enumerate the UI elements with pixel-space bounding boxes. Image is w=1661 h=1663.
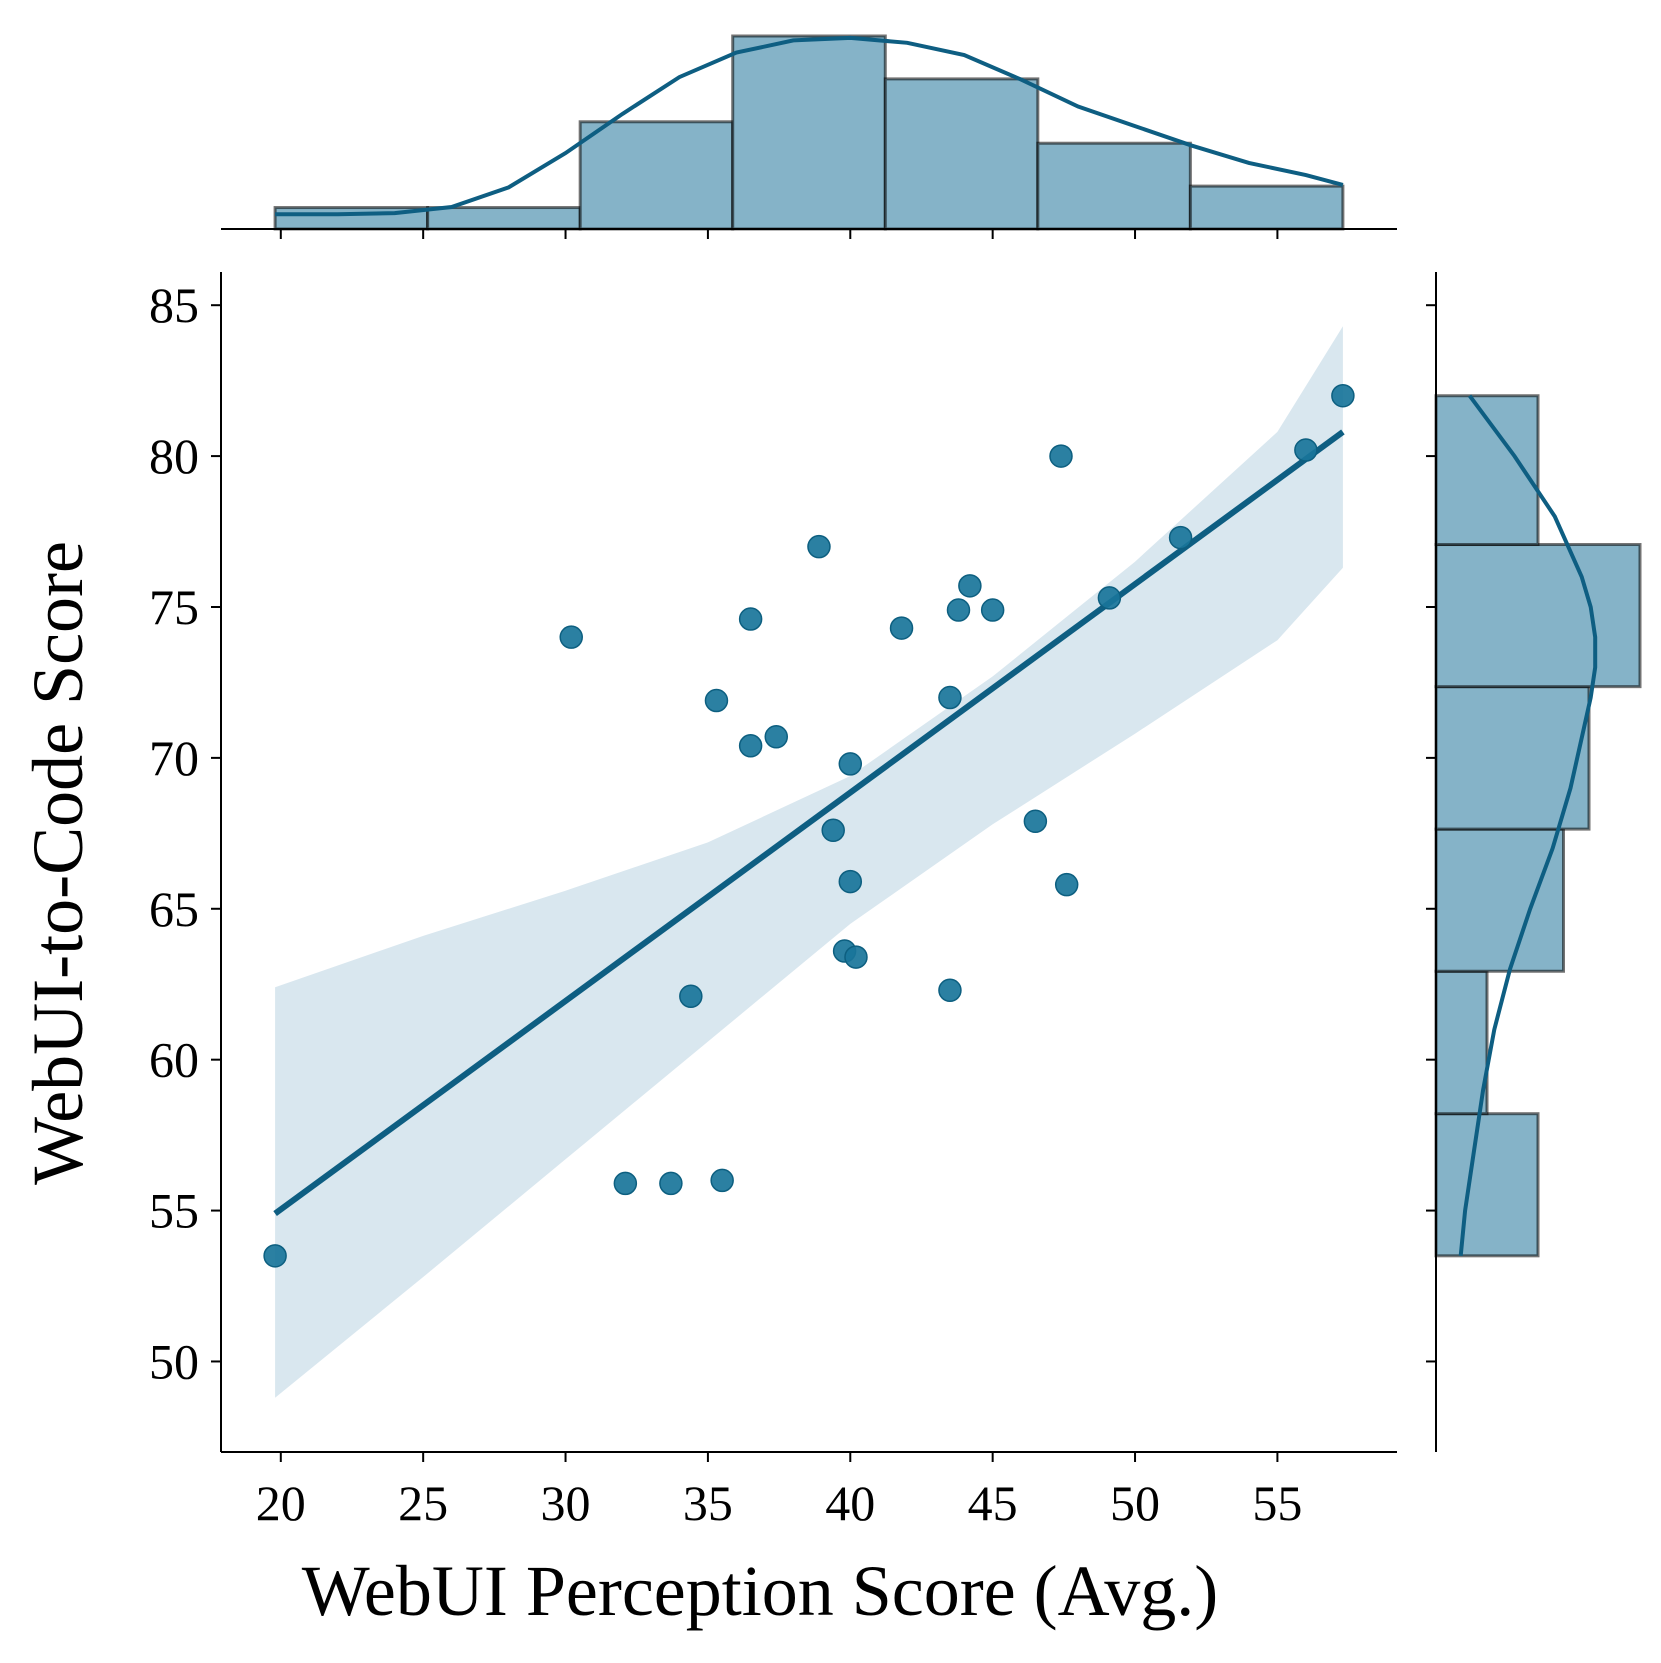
x-tick-label: 45 bbox=[968, 1475, 1018, 1531]
data-point bbox=[764, 725, 789, 749]
x-tick-label: 30 bbox=[541, 1475, 591, 1531]
data-point bbox=[659, 1171, 683, 1196]
data-point bbox=[263, 1244, 287, 1268]
data-point bbox=[613, 1171, 638, 1196]
x-axis-title: WebUI Perception Score (Avg.) bbox=[302, 1551, 1219, 1631]
y-tick-label: 85 bbox=[149, 277, 199, 333]
data-point bbox=[958, 574, 982, 598]
x-tick-label: 50 bbox=[1110, 1475, 1160, 1531]
data-point bbox=[1294, 438, 1318, 462]
y-tick-label: 55 bbox=[149, 1183, 199, 1239]
top-hist-bar bbox=[883, 77, 1040, 231]
top-kde-curve bbox=[275, 35, 1344, 217]
x-tick-label: 20 bbox=[256, 1475, 306, 1531]
data-point bbox=[938, 978, 962, 1003]
x-tick-label: 35 bbox=[683, 1475, 733, 1531]
data-point bbox=[704, 688, 729, 713]
top-hist-bar bbox=[731, 34, 887, 231]
data-point bbox=[1168, 525, 1193, 550]
top-hist-bar bbox=[578, 120, 735, 231]
right-marginal-histogram bbox=[1434, 272, 1642, 1452]
data-point bbox=[679, 984, 703, 1009]
data-point bbox=[1054, 872, 1079, 897]
data-point bbox=[1097, 586, 1122, 610]
y-tick-label: 65 bbox=[149, 881, 199, 937]
top-hist-bar bbox=[426, 206, 582, 231]
y-axis-title: WebUI-to-Code Score bbox=[18, 541, 98, 1185]
data-point bbox=[1049, 444, 1073, 468]
y-tick-label: 60 bbox=[149, 1032, 199, 1088]
data-point bbox=[738, 607, 763, 631]
right-hist-bar bbox=[1434, 969, 1489, 1116]
confidence-band bbox=[275, 326, 1343, 1398]
data-point bbox=[821, 818, 845, 843]
right-kde-curve bbox=[1458, 394, 1598, 1256]
scatter-plot-area bbox=[263, 326, 1355, 1398]
data-point bbox=[946, 598, 971, 622]
right-hist-bar bbox=[1434, 1112, 1540, 1258]
data-point bbox=[938, 685, 962, 710]
data-point bbox=[738, 734, 763, 758]
data-point bbox=[559, 625, 583, 649]
top-marginal-histogram bbox=[221, 34, 1397, 231]
top-hist-bar bbox=[1036, 141, 1192, 231]
data-point bbox=[710, 1168, 734, 1193]
right-hist-bar bbox=[1434, 827, 1565, 973]
y-tick-label: 50 bbox=[149, 1333, 199, 1389]
data-point bbox=[838, 869, 863, 894]
y-tick-label: 75 bbox=[149, 579, 199, 635]
x-tick-label: 25 bbox=[398, 1475, 448, 1531]
data-point bbox=[1023, 809, 1048, 834]
top-hist-bar bbox=[1188, 184, 1345, 231]
right-hist-bar bbox=[1434, 543, 1642, 689]
data-point bbox=[838, 752, 863, 776]
y-tick-label: 70 bbox=[149, 730, 199, 786]
y-tick-label: 80 bbox=[149, 428, 199, 484]
data-point bbox=[889, 616, 914, 640]
x-tick-label: 40 bbox=[825, 1475, 875, 1531]
data-point bbox=[1331, 383, 1355, 408]
data-point bbox=[980, 598, 1005, 622]
data-point bbox=[807, 534, 831, 559]
regression-line bbox=[273, 429, 1345, 1217]
x-tick-label: 55 bbox=[1252, 1475, 1302, 1531]
data-point bbox=[844, 945, 868, 969]
axes: 20 25 30 35 40 45 50 55 50 55 60 65 70 75 80 85 bbox=[149, 229, 1436, 1531]
